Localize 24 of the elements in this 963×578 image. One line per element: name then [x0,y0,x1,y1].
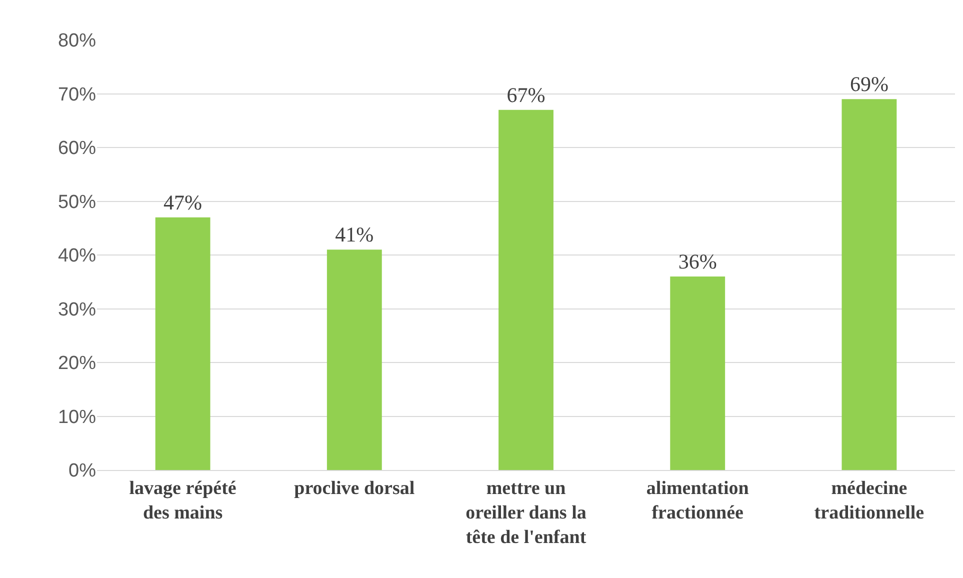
x-tick-label: lavage répété des mains [129,478,236,524]
y-tick-label: 80% [58,30,96,52]
bar [842,99,897,470]
y-tick-label: 60% [58,138,96,160]
x-tick-label: médecine traditionnelle [814,478,924,524]
bar [670,276,726,470]
data-label: 67% [506,82,546,107]
data-label: 47% [164,190,202,214]
y-tick-label: 20% [58,353,96,374]
y-tick-label: 10% [58,406,96,428]
x-tick-label: alimentation fractionnée [646,478,750,524]
y-tick-label: 40% [58,246,96,267]
y-tick-label: 70% [58,84,96,106]
data-label: 36% [678,250,717,274]
x-tick-label: proclive dorsal [294,478,415,499]
x-tick-label: mettre un oreiller dans la tête de l'enfant [466,478,587,548]
y-tick-label: 0% [68,460,96,482]
data-label: 69% [850,72,888,96]
bar [498,110,554,470]
y-tick-label: 50% [58,192,96,213]
bar [155,217,210,470]
y-tick-label: 30% [58,299,96,320]
bar [326,250,382,470]
data-label: 41% [335,222,374,247]
